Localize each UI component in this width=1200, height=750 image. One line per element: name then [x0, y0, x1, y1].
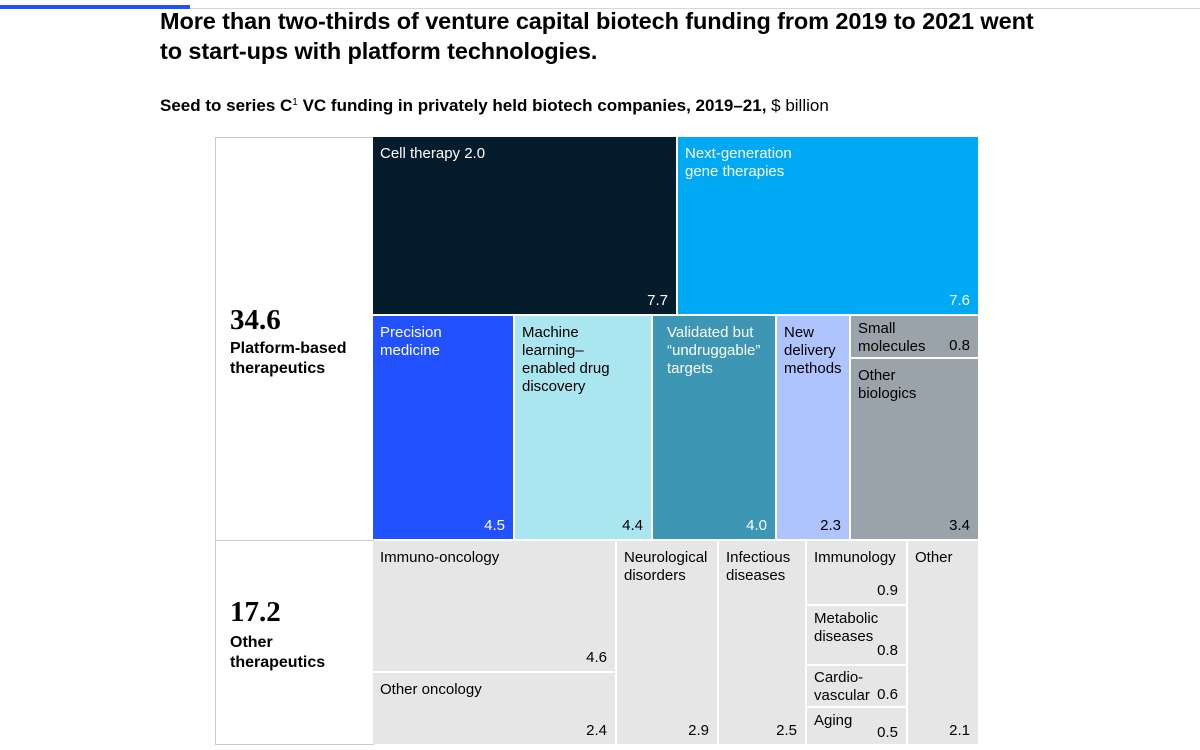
- tile-aging: Aging 0.5: [807, 708, 906, 744]
- tile-value-precision-medicine: 4.5: [484, 517, 505, 534]
- tile-other-oncology: Other oncology 2.4: [373, 673, 615, 744]
- tile-value-immunology: 0.9: [877, 582, 898, 599]
- tile-value-infectious-diseases: 2.5: [776, 722, 797, 739]
- tile-value-cell-therapy: 7.7: [647, 292, 668, 309]
- tile-label-metabolic-diseases: Metabolic diseases: [814, 610, 879, 645]
- tile-value-cardiovascular: 0.6: [877, 686, 898, 703]
- tile-immuno-oncology: Immuno-oncology 4.6: [373, 541, 615, 671]
- tile-label-neurological-disorders: Neurological disorders: [624, 549, 708, 584]
- tile-value-undruggable-targets: 4.0: [746, 517, 767, 534]
- tile-label-other-therapeutics: Other: [915, 549, 953, 566]
- group-total-platform: 34.6: [230, 304, 281, 336]
- group-label-other: Other therapeutics: [230, 634, 326, 671]
- tile-precision-medicine: Precision medicine 4.5: [373, 316, 513, 539]
- group-label-platform: Platform-based therapeutics: [230, 340, 347, 377]
- chart-subtitle: Seed to series C1 VC funding in privatel…: [160, 92, 829, 117]
- tile-value-small-molecules: 0.8: [949, 337, 970, 354]
- top-accent-bar: [0, 5, 190, 9]
- tile-value-immuno-oncology: 4.6: [586, 649, 607, 666]
- tile-small-molecules: Small molecules 0.8: [851, 316, 978, 357]
- subtitle-bold: Seed to series C: [160, 96, 293, 115]
- tile-label-immuno-oncology: Immuno-oncology: [380, 549, 500, 566]
- subtitle-unit: $ billion: [766, 96, 829, 115]
- tile-cell-therapy: Cell therapy 2.0 7.7: [373, 137, 676, 314]
- subtitle-bold-2: VC funding in privately held biotech com…: [297, 96, 767, 115]
- tile-ml-drug-discovery: Machine learning– enabled drug discovery 4.4: [515, 316, 651, 539]
- tile-value-ml-drug-discovery: 4.4: [622, 517, 643, 534]
- tile-label-other-biologics: Other biologics: [858, 367, 917, 402]
- tile-label-ml-drug-discovery: Machine learning– enabled drug discovery: [522, 324, 610, 395]
- tile-other-biologics: Other biologics 3.4: [851, 359, 978, 539]
- tile-value-aging: 0.5: [877, 724, 898, 741]
- group-box-other: [215, 540, 374, 745]
- tile-label-infectious-diseases: Infectious diseases: [726, 549, 791, 584]
- tile-value-other-therapeutics: 2.1: [949, 722, 970, 739]
- tile-infectious-diseases: Infectious diseases 2.5: [719, 541, 805, 744]
- tile-value-metabolic-diseases: 0.8: [877, 642, 898, 659]
- tile-value-neurological-disorders: 2.9: [688, 722, 709, 739]
- tile-cardiovascular: Cardio-vascular 0.6: [807, 666, 906, 706]
- tile-neurological-disorders: Neurological disorders 2.9: [617, 541, 717, 744]
- tile-label-small-molecules: Small molecules: [858, 320, 926, 355]
- tile-metabolic-diseases: Metabolic diseases 0.8: [807, 606, 906, 664]
- tile-label-gene-therapies: Next-generation gene therapies: [685, 145, 792, 180]
- tile-label-other-oncology: Other oncology: [380, 681, 482, 698]
- tile-label-delivery-methods: New delivery methods: [784, 324, 842, 377]
- tile-gene-therapies: Next-generation gene therapies 7.6: [678, 137, 978, 314]
- tile-label-cardiovascular: Cardio-vascular: [814, 669, 870, 704]
- tile-label-precision-medicine: Precision medicine: [380, 324, 442, 359]
- tile-label-aging: Aging: [814, 712, 853, 729]
- tile-immunology: Immunology 0.9: [807, 541, 906, 604]
- tile-other-therapeutics: Other 2.1: [908, 541, 978, 744]
- tile-undruggable-targets: Validated but “undruggable” targets 4.0: [653, 316, 775, 539]
- tile-value-delivery-methods: 2.3: [820, 517, 841, 534]
- group-total-other: 17.2: [230, 596, 281, 628]
- tile-label-undruggable-targets: Validated but “undruggable” targets: [667, 324, 761, 377]
- footnote-marker: 1: [292, 97, 298, 108]
- chart-title: More than two-thirds of venture capital …: [160, 8, 1034, 64]
- tile-value-gene-therapies: 7.6: [949, 292, 970, 309]
- tile-label-immunology: Immunology: [814, 549, 896, 566]
- top-rule: [0, 0, 1200, 9]
- group-box-platform: [215, 137, 374, 541]
- tile-value-other-biologics: 3.4: [949, 517, 970, 534]
- tile-delivery-methods: New delivery methods 2.3: [777, 316, 849, 539]
- tile-label-cell-therapy: Cell therapy 2.0: [380, 145, 486, 162]
- tile-value-other-oncology: 2.4: [586, 722, 607, 739]
